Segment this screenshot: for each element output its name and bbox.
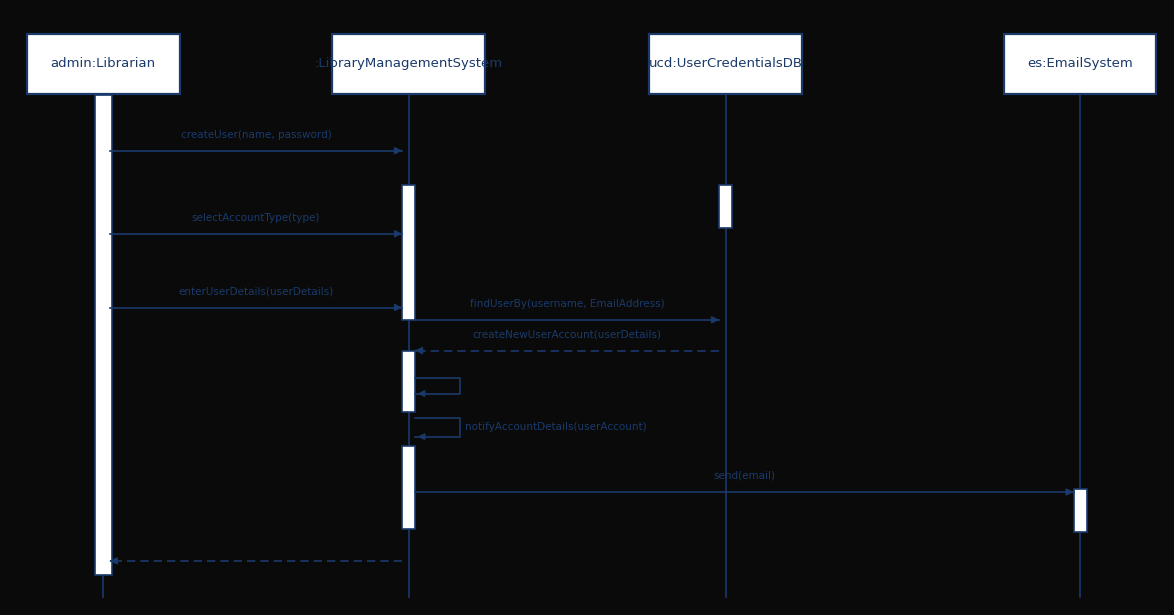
Text: ucd:UserCredentialsDB: ucd:UserCredentialsDB: [648, 57, 803, 71]
Text: enterUserDetails(userDetails): enterUserDetails(userDetails): [178, 287, 333, 296]
Text: es:EmailSystem: es:EmailSystem: [1027, 57, 1133, 71]
Text: admin:Librarian: admin:Librarian: [50, 57, 156, 71]
Text: selectAccountType(type): selectAccountType(type): [191, 213, 321, 223]
Bar: [1074, 489, 1087, 532]
Bar: [402, 351, 416, 412]
Text: send(email): send(email): [714, 471, 775, 481]
Text: notifyAccountDetails(userAccount): notifyAccountDetails(userAccount): [465, 423, 647, 432]
Text: findUserBy(username, EmailAddress): findUserBy(username, EmailAddress): [470, 299, 664, 309]
Text: :LibraryManagementSystem: :LibraryManagementSystem: [315, 57, 502, 71]
Bar: [332, 34, 485, 94]
Bar: [95, 95, 112, 575]
Bar: [402, 184, 416, 320]
Bar: [649, 34, 802, 94]
Bar: [402, 446, 416, 529]
Bar: [27, 34, 180, 94]
Text: createUser(name, password): createUser(name, password): [181, 130, 331, 140]
Bar: [718, 184, 733, 228]
Bar: [1004, 34, 1156, 94]
Text: createNewUserAccount(userDetails): createNewUserAccount(userDetails): [473, 330, 661, 339]
